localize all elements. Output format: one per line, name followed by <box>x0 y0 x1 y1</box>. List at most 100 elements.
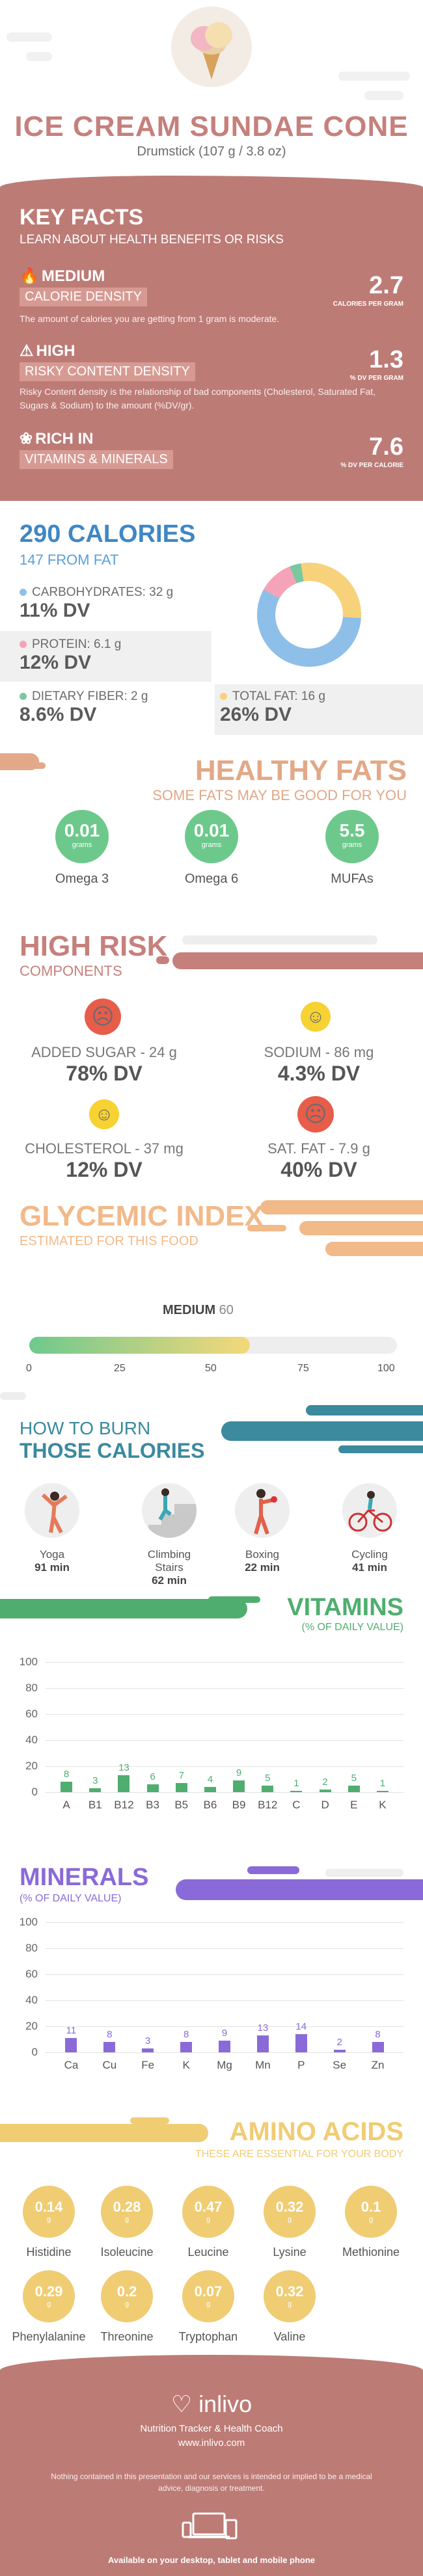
bar-value-label: 14 <box>295 2021 307 2032</box>
calories-title: 290 CALORIES <box>20 520 196 548</box>
glycemic-bar-fill <box>29 1337 250 1354</box>
minerals-subtitle: (% OF DAILY VALUE) <box>20 1893 122 1904</box>
sat-fat-label: SAT. FAT - 7.9 g <box>267 1140 370 1157</box>
amino-bubble: 0.32 g <box>264 2270 316 2322</box>
bar-B3 <box>146 1784 159 1792</box>
vitamins-unit: % DV PER CALORIE <box>340 462 403 469</box>
y-tick-label: 0 <box>31 1786 38 1798</box>
bar-value-label: 7 <box>178 1770 184 1781</box>
y-tick-label: 60 <box>25 1708 38 1720</box>
decor-stripes <box>0 2117 208 2142</box>
x-category-label: B6 <box>203 1799 217 1811</box>
omega6-label: Omega 6 <box>184 872 239 886</box>
x-category-label: B1 <box>88 1799 102 1811</box>
glycemic-subtitle: ESTIMATED FOR THIS FOOD <box>20 1234 198 1248</box>
bar-value-label: 3 <box>92 1775 98 1786</box>
healthy-fats-title: HEALTHY FATS <box>195 755 407 786</box>
bar-K <box>180 2042 193 2052</box>
y-tick-label: 0 <box>31 2046 38 2058</box>
macro-carbohydrates: CARBOHYDRATES: 32 g 11% DV <box>20 585 174 621</box>
bar-value-label: 9 <box>221 2028 228 2039</box>
glycemic-level: MEDIUM 60 <box>163 1303 234 1317</box>
cholesterol-label: CHOLESTEROL - 37 mg <box>25 1140 184 1157</box>
macro-band <box>215 684 423 735</box>
bar-B12 <box>118 1775 130 1792</box>
healthy-fats-section: HEALTHY FATS SOME FATS MAY BE GOOD FOR Y… <box>0 742 423 924</box>
decor-stripes <box>0 753 46 770</box>
burn-title-1: HOW TO BURN <box>20 1418 151 1438</box>
footer-url[interactable]: www.inlivo.com <box>178 2437 245 2449</box>
burn-title-2: THOSE CALORIES <box>20 1439 205 1462</box>
vitamins-title: VITAMINS <box>287 1594 403 1621</box>
gridline <box>46 1740 403 1741</box>
macro-fiber: DIETARY FIBER: 2 g 8.6% DV <box>20 690 148 725</box>
amino-bubble: 0.07 g <box>182 2270 234 2322</box>
x-category-label: B3 <box>146 1799 159 1811</box>
calorie-density-unit: CALORIES PER GRAM <box>333 301 403 308</box>
glycemic-title: GLYCEMIC INDEX <box>20 1200 264 1232</box>
donut-slice-carbohydrates <box>257 589 361 667</box>
amino-label: Isoleucine <box>100 2246 154 2259</box>
bar-value-label: 1 <box>379 1778 386 1789</box>
activity-cycling: Cycling 41 min <box>340 1483 399 1574</box>
y-tick-label: 40 <box>25 1994 38 2006</box>
fiber-dot <box>20 693 27 700</box>
x-category-label: K <box>379 1799 387 1811</box>
y-tick-label: 100 <box>19 1656 38 1668</box>
gridline <box>46 1766 403 1767</box>
boxing-icon <box>235 1483 290 1538</box>
bar-value-label: 8 <box>375 2029 381 2040</box>
bar-A <box>61 1782 73 1792</box>
happy-face-icon: ☺ <box>301 1002 331 1032</box>
ice-cream-image <box>171 7 252 87</box>
bar-B1 <box>89 1788 102 1792</box>
bar-Se <box>333 2050 346 2052</box>
leaf-icon: ❀ <box>20 430 33 448</box>
gridline <box>46 2052 403 2053</box>
amino-label: Phenylalanine <box>12 2330 86 2343</box>
key-facts-title: KEY FACTS <box>20 205 144 230</box>
y-tick-label: 20 <box>25 1760 38 1772</box>
macro-protein: PROTEIN: 6.1 g 12% DV <box>20 637 122 673</box>
x-category-label: B12 <box>258 1799 278 1811</box>
macros-donut-chart <box>257 563 361 667</box>
calories-section: 290 CALORIES 147 FROM FAT CARBOHYDRATES:… <box>0 501 423 742</box>
omega6-bubble: 0.01 grams <box>185 810 238 863</box>
gi-tick: 50 <box>205 1363 217 1374</box>
sad-face-icon: ☹ <box>85 999 121 1035</box>
bar-value-label: 11 <box>66 2025 77 2036</box>
sodium-dv: 4.3% DV <box>277 1062 361 1085</box>
gi-tick: 0 <box>26 1363 32 1374</box>
gridline <box>46 1688 403 1689</box>
bar-E <box>348 1786 360 1792</box>
healthy-fats-subtitle: SOME FATS MAY BE GOOD FOR YOU <box>152 787 407 803</box>
calorie-density-desc: The amount of calories you are getting f… <box>20 314 280 324</box>
amino-bubble: 0.1 g <box>345 2186 397 2238</box>
bar-B12 <box>262 1786 274 1792</box>
y-tick-label: 100 <box>19 1916 38 1928</box>
donut-slice-fiber <box>290 563 304 584</box>
decor-bar <box>7 33 52 42</box>
x-category-label: Ca <box>64 2059 79 2071</box>
x-category-label: Se <box>333 2059 347 2071</box>
mufas-bubble: 5.5 grams <box>325 810 379 863</box>
activity-yoga: Yoga 91 min <box>23 1483 81 1574</box>
glycemic-index-section: GLYCEMIC INDEX ESTIMATED FOR THIS FOOD M… <box>0 1194 423 1374</box>
amino-subtitle: THESE ARE ESSENTIAL FOR YOUR BODY <box>195 2149 403 2160</box>
x-category-label: K <box>182 2059 190 2071</box>
cholesterol-dv: 12% DV <box>66 1158 143 1181</box>
bar-Mn <box>256 2035 269 2052</box>
bar-value-label: 13 <box>118 1762 130 1773</box>
footer-disclaimer: Nothing contained in this presentation a… <box>51 2472 372 2493</box>
donut-slice-fat <box>301 563 361 619</box>
decor-stripes <box>0 1392 423 1453</box>
added-sugar-label: ADDED SUGAR - 24 g <box>31 1044 177 1060</box>
amino-title: AMINO ACIDS <box>229 2117 403 2146</box>
amino-label: Valine <box>273 2330 306 2343</box>
activity-boxing: Boxing 22 min <box>233 1483 292 1574</box>
gridline <box>46 2000 403 2001</box>
gi-tick: 100 <box>377 1363 395 1374</box>
omega3-bubble: 0.01 grams <box>55 810 109 863</box>
high-risk-section: HIGH RISK COMPONENTS ☹ ADDED SUGAR - 24 … <box>0 924 423 1181</box>
